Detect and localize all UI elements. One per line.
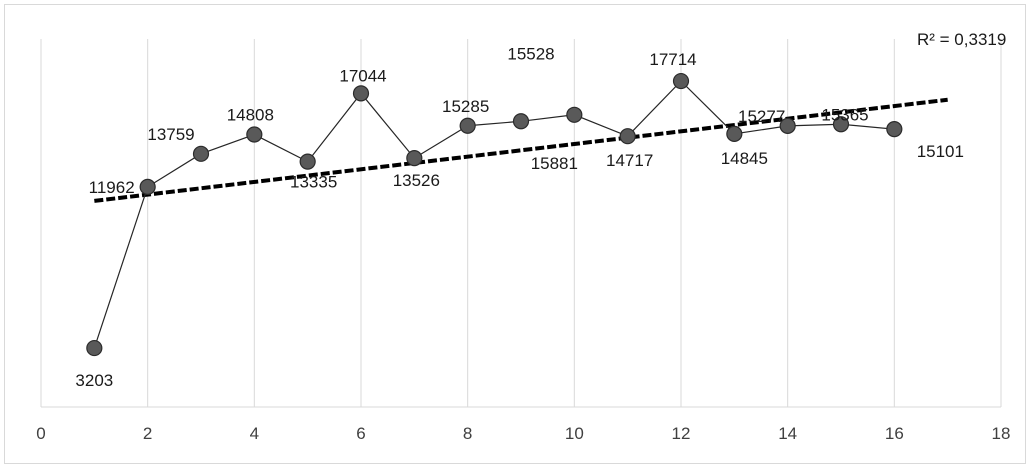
x-tick-label-8: 8 bbox=[463, 424, 472, 443]
x-tick-label-0: 0 bbox=[36, 424, 45, 443]
data-label-7: 13526 bbox=[393, 171, 440, 190]
data-point-11 bbox=[619, 128, 636, 145]
data-label-15: 15365 bbox=[821, 105, 868, 124]
data-point-10 bbox=[566, 106, 583, 123]
r-squared-label: R² = 0,3319 bbox=[917, 30, 1006, 49]
trendline-group bbox=[94, 97, 948, 203]
data-label-8: 15285 bbox=[442, 97, 489, 116]
x-tick-label-4: 4 bbox=[250, 424, 259, 443]
x-tick-label-2: 2 bbox=[143, 424, 152, 443]
linear-trendline bbox=[94, 97, 948, 203]
data-label-9: 15528 bbox=[507, 44, 554, 63]
data-label-11: 14717 bbox=[606, 151, 653, 170]
data-point-12 bbox=[672, 72, 690, 90]
data-label-1: 3203 bbox=[75, 371, 113, 390]
x-tick-label-10: 10 bbox=[565, 424, 584, 443]
data-label-2: 11962 bbox=[89, 178, 135, 197]
data-label-14: 15277 bbox=[738, 107, 785, 126]
x-tick-label-16: 16 bbox=[885, 424, 904, 443]
data-point-1 bbox=[86, 339, 103, 357]
data-label-12: 17714 bbox=[649, 50, 696, 69]
x-tick-label-12: 12 bbox=[672, 424, 691, 443]
x-tick-label-18: 18 bbox=[992, 424, 1011, 443]
data-point-2 bbox=[139, 178, 156, 195]
chart-frame: 0 2 4 6 8 10 12 14 16 18 3203 11962 13759 14808 13335… bbox=[4, 4, 1026, 464]
data-labels: 3203 11962 13759 14808 13335 17044 13526 15285 1… bbox=[75, 44, 964, 390]
data-point-3 bbox=[192, 145, 210, 162]
data-point-15 bbox=[832, 116, 850, 133]
series-line bbox=[93, 80, 895, 349]
data-point-5 bbox=[299, 153, 316, 170]
series-line-group bbox=[93, 80, 895, 349]
data-label-3: 13759 bbox=[147, 125, 194, 144]
data-label-10: 15881 bbox=[531, 154, 578, 173]
data-label-5: 13335 bbox=[290, 173, 337, 192]
data-label-6: 17044 bbox=[339, 66, 386, 85]
data-points bbox=[86, 72, 903, 357]
data-point-13 bbox=[726, 125, 743, 142]
data-point-6 bbox=[352, 85, 370, 102]
scatter-line-chart: 0 2 4 6 8 10 12 14 16 18 3203 11962 13759 14808 13335… bbox=[36, 30, 1010, 443]
data-label-13: 14845 bbox=[721, 149, 768, 168]
data-point-14 bbox=[779, 117, 796, 135]
data-point-9 bbox=[512, 113, 530, 130]
data-point-4 bbox=[246, 126, 263, 143]
data-label-4: 14808 bbox=[227, 106, 274, 125]
data-point-16 bbox=[886, 121, 903, 138]
x-tick-label-14: 14 bbox=[778, 424, 797, 443]
data-point-8 bbox=[459, 117, 476, 134]
x-tick-label-6: 6 bbox=[356, 424, 365, 443]
gridlines bbox=[40, 39, 1002, 408]
x-axis-tick-labels: 0 2 4 6 8 10 12 14 16 18 bbox=[36, 424, 1010, 443]
data-point-7 bbox=[406, 150, 423, 167]
data-label-16: 15101 bbox=[917, 142, 964, 161]
